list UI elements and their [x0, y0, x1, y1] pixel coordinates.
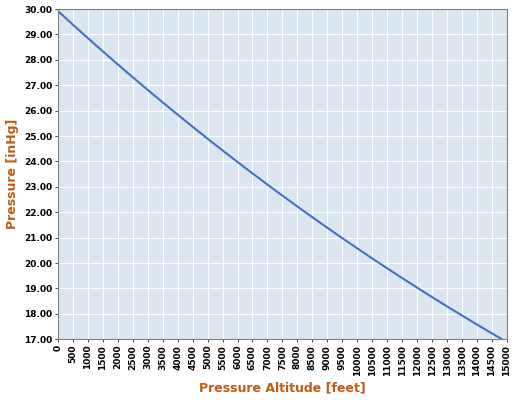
Y-axis label: Pressure [inHg]: Pressure [inHg]	[6, 119, 19, 229]
X-axis label: Pressure Altitude [feet]: Pressure Altitude [feet]	[199, 382, 366, 394]
